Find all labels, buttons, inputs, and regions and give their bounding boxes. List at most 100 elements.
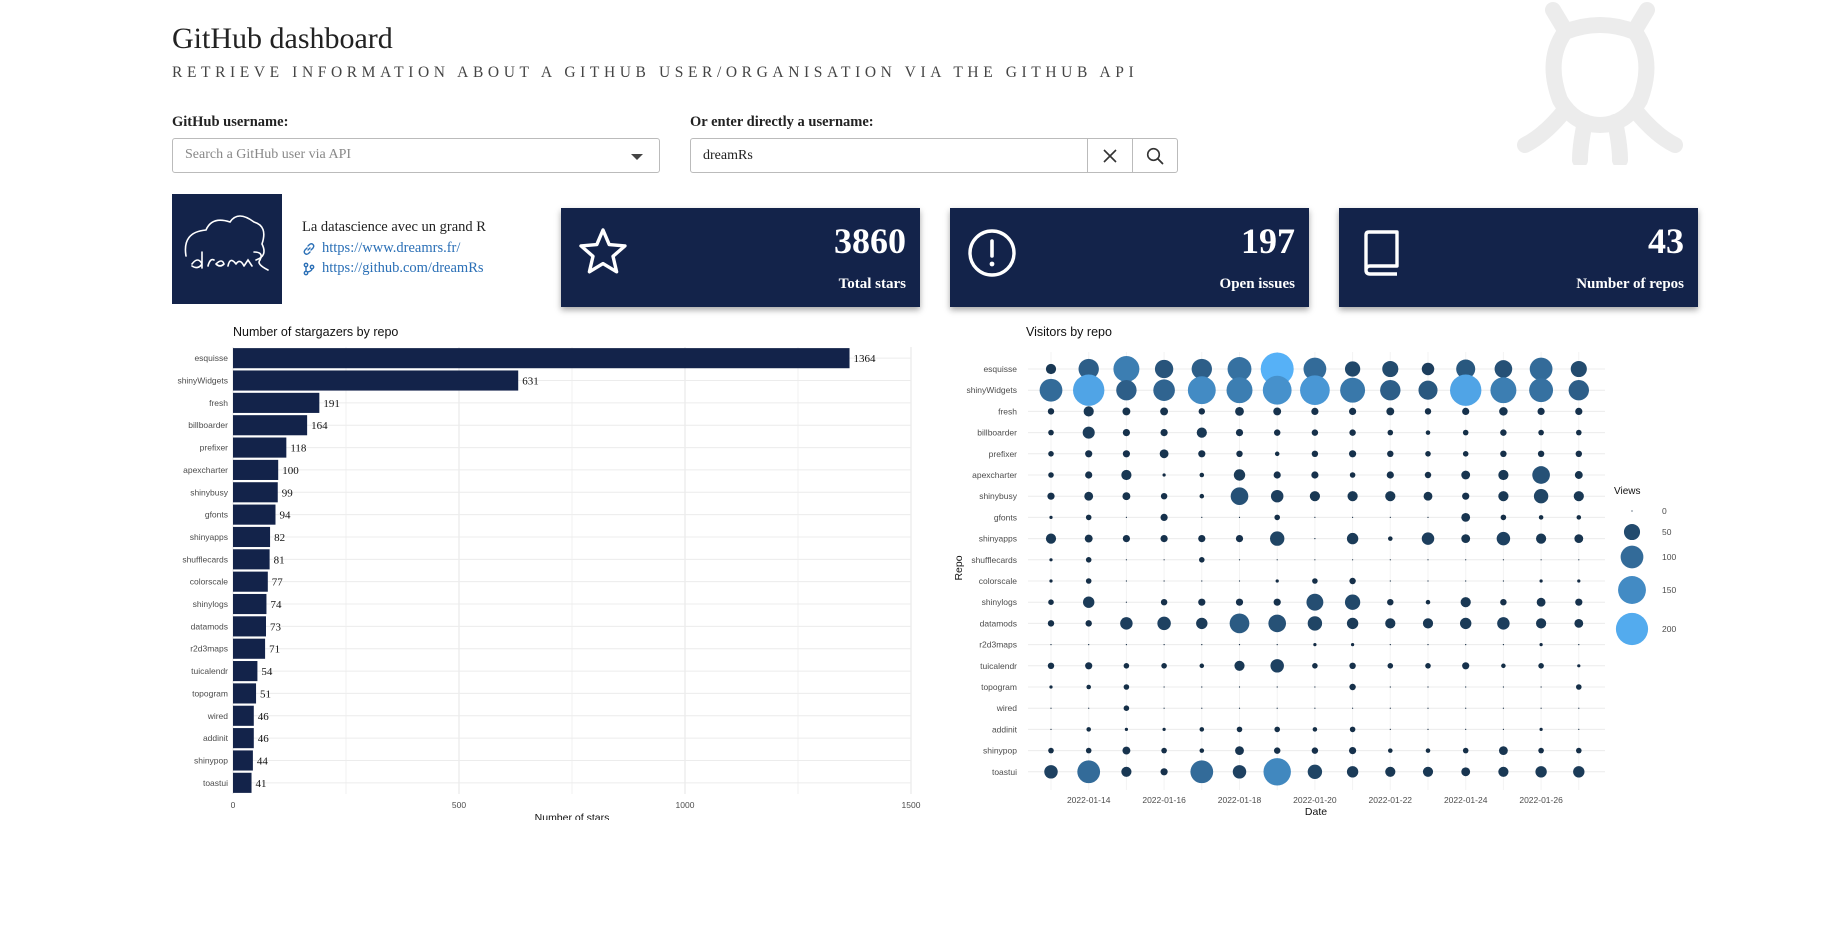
x-tick-label: 2022-01-26 [1519, 795, 1563, 805]
chevron-down-icon[interactable] [631, 154, 643, 160]
bubble-wired-2022-01-27 [1578, 707, 1580, 709]
bubble-colorscale-2022-01-20 [1312, 578, 1318, 584]
bubble-topogram-2022-01-13 [1049, 685, 1053, 689]
bubble-shinylogs-2022-01-15 [1125, 601, 1127, 603]
bar-gfonts [233, 504, 276, 525]
y-tick-label: topogram [981, 682, 1017, 692]
bubble-shinypop-2022-01-16 [1161, 747, 1167, 754]
clear-button[interactable] [1087, 138, 1133, 173]
bubble-shinybusy-2022-01-14 [1084, 491, 1094, 501]
bar-value-label: 44 [257, 755, 269, 767]
y-tick-label: colorscale [979, 576, 1018, 586]
bubble-gfonts-2022-01-17 [1201, 516, 1203, 518]
bubble-shinyapps-2022-01-21 [1346, 532, 1359, 545]
bubble-fresh-2022-01-19 [1273, 407, 1282, 416]
github-link[interactable]: https://github.com/dreamRs [302, 260, 484, 277]
bubble-gfonts-2022-01-14 [1085, 514, 1092, 521]
bubble-apexcharter-2022-01-22 [1386, 471, 1394, 479]
x-axis-label: Date [1305, 806, 1327, 818]
legend-label: 100 [1662, 552, 1676, 562]
bubble-apexcharter-2022-01-17 [1199, 472, 1205, 478]
bubble-colorscale-2022-01-14 [1085, 578, 1092, 584]
y-tick-label: shinybusy [190, 487, 229, 497]
bubble-addinit-2022-01-18 [1236, 726, 1243, 733]
bubble-addinit-2022-01-17 [1199, 727, 1205, 732]
bar-value-label: 71 [269, 644, 280, 656]
bubble-toastui-2022-01-15 [1121, 766, 1132, 777]
bubble-shinyWidgets-2022-01-23 [1418, 380, 1438, 400]
bubble-apexcharter-2022-01-16 [1162, 473, 1166, 477]
search-button[interactable] [1132, 138, 1178, 173]
bubble-datamods-2022-01-20 [1307, 616, 1323, 631]
page-subtitle: RETRIEVE INFORMATION ABOUT A GITHUB USER… [172, 64, 1139, 81]
y-tick-label: shinypop [983, 746, 1017, 756]
octocat-icon [1517, 2, 1683, 165]
bubble-billboarder-2022-01-19 [1273, 429, 1281, 436]
x-tick-label: 1000 [676, 800, 695, 810]
bubble-fresh-2022-01-16 [1160, 407, 1169, 416]
bubble-toastui-2022-01-20 [1307, 764, 1323, 780]
bubble-shinybusy-2022-01-24 [1462, 492, 1470, 500]
page-title: GitHub dashboard [172, 22, 393, 55]
bubble-fresh-2022-01-13 [1047, 408, 1055, 415]
bubble-billboarder-2022-01-27 [1576, 429, 1582, 436]
y-tick-label: shinylogs [193, 599, 228, 609]
bubble-topogram-2022-01-23 [1427, 686, 1429, 688]
bubble-esquisse-2022-01-18 [1227, 357, 1252, 381]
bubble-billboarder-2022-01-17 [1196, 427, 1207, 438]
bubble-colorscale-2022-01-23 [1427, 580, 1429, 582]
bar-value-label: 54 [261, 666, 273, 678]
bubble-r2d3maps-2022-01-27 [1578, 644, 1580, 646]
y-tick-label: colorscale [190, 577, 229, 587]
website-link-text[interactable]: https://www.dreamrs.fr/ [322, 240, 461, 256]
bar-value-label: 81 [274, 554, 285, 566]
chart-title: Visitors by repo [1026, 325, 1112, 339]
bubble-wired-2022-01-18 [1238, 707, 1241, 709]
bar-value-label: 1364 [854, 353, 877, 365]
website-link[interactable]: https://www.dreamrs.fr/ [302, 240, 460, 257]
bubble-shufflecards-2022-01-24 [1465, 559, 1467, 561]
bar-value-label: 99 [282, 487, 294, 499]
bubble-fresh-2022-01-25 [1499, 407, 1508, 416]
bubble-topogram-2022-01-17 [1201, 686, 1203, 688]
github-link-text[interactable]: https://github.com/dreamRs [322, 260, 484, 276]
bubble-r2d3maps-2022-01-14 [1088, 644, 1090, 646]
y-tick-label: fresh [209, 398, 228, 408]
bubble-shinyapps-2022-01-17 [1198, 534, 1206, 543]
y-tick-label: topogram [192, 688, 228, 698]
bubble-datamods-2022-01-16 [1157, 616, 1171, 631]
bubble-shinybusy-2022-01-15 [1122, 492, 1131, 501]
y-tick-label: tuicalendr [191, 666, 228, 676]
bubble-r2d3maps-2022-01-26 [1539, 642, 1543, 647]
bubble-shufflecards-2022-01-16 [1163, 559, 1165, 561]
bubble-addinit-2022-01-25 [1502, 728, 1504, 730]
bubble-toastui-2022-01-27 [1573, 766, 1585, 778]
y-tick-label: gfonts [994, 512, 1017, 522]
x-tick-label: 500 [452, 800, 466, 810]
bubble-shinyapps-2022-01-27 [1574, 534, 1584, 544]
bubble-shinybusy-2022-01-17 [1199, 493, 1205, 499]
bubble-fresh-2022-01-22 [1386, 407, 1395, 416]
bubble-colorscale-2022-01-21 [1349, 577, 1356, 585]
bubble-datamods-2022-01-27 [1574, 618, 1584, 628]
bubble-shinyWidgets-2022-01-16 [1153, 379, 1175, 402]
bubble-shinylogs-2022-01-14 [1083, 596, 1095, 608]
bar-value-label: 631 [522, 376, 539, 388]
bubble-tuicalendr-2022-01-19 [1270, 659, 1284, 673]
bubble-billboarder-2022-01-25 [1500, 429, 1507, 436]
legend-label: 50 [1662, 527, 1672, 537]
bubble-apexcharter-2022-01-25 [1498, 469, 1509, 481]
y-tick-label: prefixer [200, 443, 229, 453]
bubble-shinylogs-2022-01-25 [1500, 598, 1507, 606]
direct-username-input[interactable] [690, 138, 1088, 173]
bubble-addinit-2022-01-13 [1050, 728, 1052, 730]
bubble-prefixer-2022-01-14 [1085, 450, 1093, 458]
bubble-datamods-2022-01-21 [1346, 617, 1359, 630]
bubble-gfonts-2022-01-21 [1352, 516, 1354, 518]
bar-fresh [233, 392, 320, 413]
bar-value-label: 41 [256, 778, 267, 790]
bubble-fresh-2022-01-20 [1311, 407, 1319, 416]
bar-esquisse [233, 348, 850, 369]
username-select[interactable]: Search a GitHub user via API [172, 138, 660, 173]
bubble-esquisse-2022-01-23 [1421, 362, 1435, 376]
